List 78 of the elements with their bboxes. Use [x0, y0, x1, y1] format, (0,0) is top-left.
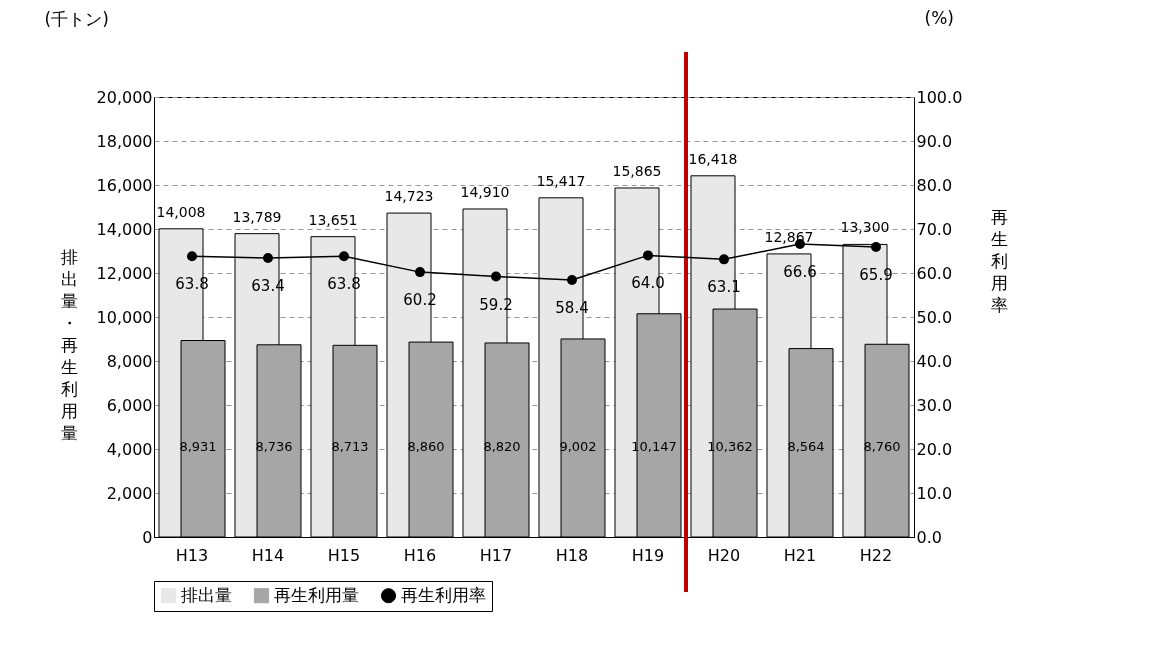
- data-label: 64.0: [631, 274, 665, 293]
- data-label: 8,860: [407, 439, 445, 454]
- y2-tick-label: 60.0: [916, 263, 953, 283]
- data-label: 16,418: [688, 150, 738, 167]
- y-tick-label: 8,000: [106, 351, 153, 371]
- data-label: 8,931: [179, 439, 217, 454]
- point: [643, 250, 653, 261]
- data-label: 10,147: [631, 439, 677, 454]
- x-tick-label: H20: [707, 545, 741, 565]
- data-label: 14,723: [384, 188, 434, 205]
- y2-tick-label: 80.0: [916, 175, 953, 195]
- y-tick-label: 12,000: [96, 263, 153, 283]
- x-tick-label: H15: [327, 545, 361, 565]
- x-tick-label: H16: [403, 545, 437, 565]
- text: (千トン): [44, 8, 109, 31]
- y2-tick-label: 40.0: [916, 351, 953, 371]
- data-label: 14,008: [156, 203, 206, 220]
- y-tick-label: 2,000: [106, 483, 153, 503]
- data-label: 63.4: [251, 277, 285, 296]
- y2-tick-label: 70.0: [916, 219, 953, 239]
- y2-tick-label: 20.0: [916, 439, 953, 459]
- y2-tick-label: 90.0: [916, 131, 953, 151]
- legend-label: 排出量: [181, 584, 232, 605]
- x-tick-label: H18: [555, 545, 589, 565]
- y2-tick-label: 100.0: [916, 87, 963, 107]
- x-tick-label: H17: [479, 545, 513, 565]
- point: [263, 253, 273, 264]
- data-label: 8,820: [483, 439, 521, 454]
- point: [415, 267, 425, 278]
- x-tick-label: H13: [175, 545, 209, 565]
- data-label: 63.8: [327, 275, 361, 294]
- y2-axis-title: 再生利用率: [991, 206, 1008, 315]
- data-label: 8,564: [787, 439, 825, 454]
- y-tick-label: 0: [142, 527, 153, 547]
- legend-label: 再生利用率: [401, 584, 486, 605]
- data-label: 63.1: [707, 278, 741, 297]
- y-tick-label: 14,000: [96, 219, 153, 239]
- y-tick-label: 20,000: [96, 87, 153, 107]
- y2-tick-label: 10.0: [916, 483, 953, 503]
- text: 排出量・再生利用量: [61, 246, 78, 443]
- data-label: 63.8: [175, 275, 209, 294]
- y2-tick-label: 0.0: [916, 527, 942, 547]
- data-label: 15,417: [536, 172, 586, 189]
- y-tick-label: 6,000: [106, 395, 153, 415]
- y2-tick-label: 50.0: [916, 307, 953, 327]
- data-label: 59.2: [479, 295, 513, 314]
- data-label: 66.6: [783, 262, 817, 281]
- point: [719, 254, 729, 265]
- point: [491, 271, 501, 282]
- point: [567, 275, 577, 286]
- data-label: 15,865: [612, 162, 662, 179]
- data-label: 8,760: [863, 439, 901, 454]
- data-label: 13,651: [308, 211, 358, 228]
- x-tick-label: H14: [251, 545, 285, 565]
- data-label: 14,910: [460, 183, 510, 200]
- text: (%): [924, 8, 954, 28]
- y2-tick-label: 30.0: [916, 395, 953, 415]
- y-tick-label: 4,000: [106, 439, 153, 459]
- data-label: 58.4: [555, 299, 589, 318]
- y-tick-label: 10,000: [96, 307, 153, 327]
- data-label: 13,789: [232, 208, 282, 225]
- legend-label: 再生利用量: [274, 584, 359, 605]
- data-label: 9,002: [559, 439, 597, 454]
- x-tick-label: H19: [631, 545, 665, 565]
- point: [187, 251, 197, 262]
- data-label: 60.2: [403, 291, 437, 310]
- data-label: 8,713: [331, 439, 369, 454]
- y-tick-label: 16,000: [96, 175, 153, 195]
- x-tick-label: H21: [783, 545, 817, 565]
- data-label: 65.9: [859, 266, 893, 285]
- y-tick-label: 18,000: [96, 131, 153, 151]
- data-label: 8,736: [255, 439, 293, 454]
- point: [339, 251, 349, 262]
- x-tick-label: H22: [859, 545, 893, 565]
- data-label: 12,867: [764, 228, 814, 245]
- data-label: 13,300: [840, 219, 890, 236]
- point: [871, 242, 881, 253]
- data-label: 10,362: [707, 439, 753, 454]
